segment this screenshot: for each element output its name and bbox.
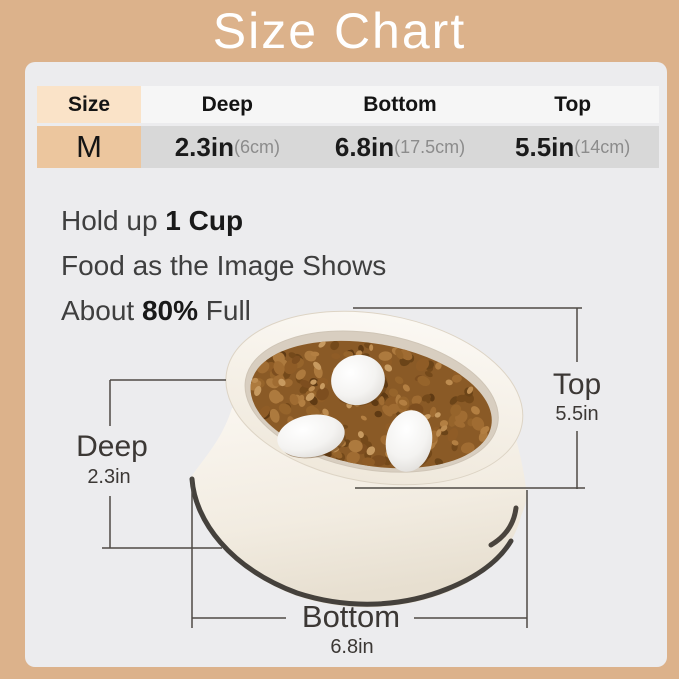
table-header-top: Top [486,86,659,123]
content-panel: Size Deep Bottom Top M 2.3in (6cm) 6.8in(… [25,62,667,667]
dim-value-top: 5.5in [555,403,599,425]
bottom-inches: 6.8in [334,131,395,162]
capacity-line-3: About 80% Full [61,295,251,326]
table-cell-top: 5.5in (14cm) [486,126,659,168]
capacity-line-2: Food as the Image Shows [61,250,387,281]
table-cell-bottom: 6.8in (17.5cm) [313,126,487,168]
top-cm: (14cm) [574,136,631,157]
table-header-size: Size [37,86,141,123]
table-header-bottom: Bottom [313,86,487,123]
dim-value-deep: 2.3in [87,466,131,488]
top-inches: 5.5in [515,131,575,162]
bottom-cm: (17.5cm) [394,136,466,157]
capacity-line-1: Hold up 1 Cup [61,205,244,236]
dim-value-bottom: 6.8in [330,636,374,658]
table-cell-deep: 2.3in (6cm) [141,126,314,168]
deep-inches: 2.3in [174,131,234,162]
page-title: Size Chart [212,3,467,59]
dim-label-deep: Deep [76,430,148,463]
table-header-deep: Deep [141,86,314,123]
dim-label-bottom: Bottom [301,599,401,634]
deep-cm: (6cm) [233,136,280,157]
capacity-description: Hold up 1 Cup Food as the Image Shows Ab… [61,198,481,333]
size-table: Size Deep Bottom Top M 2.3in (6cm) 6.8in(… [37,86,659,168]
dim-label-top: Top [552,368,602,401]
table-cell-size-m: M [37,126,141,168]
